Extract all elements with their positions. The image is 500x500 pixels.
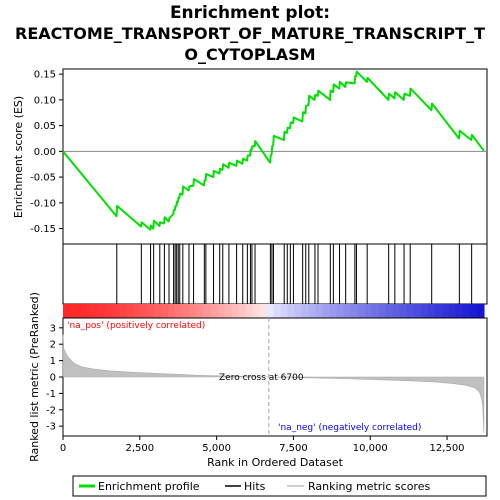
colorbar-segment (147, 304, 155, 318)
colorbar-segment (203, 304, 211, 318)
x-tick-label: 12,500 (430, 443, 465, 454)
colorbar-segment (399, 304, 408, 318)
colorbar-segment (364, 304, 373, 318)
colorbar-segment (189, 304, 197, 318)
colorbar-segment (238, 304, 247, 318)
colorbar-segment (301, 304, 310, 318)
colorbar-segment (378, 304, 387, 318)
colorbar-segment (336, 304, 345, 318)
chart-title-line3: O_CYTOPLASM (184, 45, 315, 64)
colorbar-segment (448, 304, 457, 318)
es-y-tick-label: -0.15 (30, 224, 56, 235)
colorbar-segment (420, 304, 429, 318)
colorbar-segment (259, 304, 268, 318)
x-tick-label: 0 (60, 443, 66, 454)
metric-y-tick-label: 0 (50, 373, 56, 384)
metric-y-tick-label: -1 (46, 389, 56, 400)
colorbar-segment (329, 304, 338, 318)
es-panel-frame (62, 68, 488, 245)
colorbar-segment (196, 304, 204, 318)
x-tick-label: 7,500 (279, 443, 308, 454)
colorbar-segment (77, 304, 85, 318)
x-axis-label: Rank in Ordered Dataset (207, 456, 344, 469)
negative-correlation-label: 'na_neg' (negatively correlated) (278, 423, 421, 433)
colorbar-segment (140, 304, 148, 318)
metric-y-tick-label: 2 (50, 340, 56, 351)
colorbar-segment (224, 304, 232, 318)
colorbar-segment (70, 304, 78, 318)
colorbar-segment (434, 304, 443, 318)
colorbar-segment (252, 304, 261, 318)
colorbar-segment (357, 304, 366, 318)
metric-y-tick-label: 1 (50, 356, 56, 367)
chart-title-line1: Enrichment plot: (170, 3, 330, 23)
colorbar-segment (308, 304, 317, 318)
colorbar-segment (469, 304, 478, 318)
colorbar-segment (126, 304, 134, 318)
es-y-tick-label: -0.05 (30, 173, 56, 184)
colorbar-segment (462, 304, 471, 318)
colorbar-segment (63, 304, 71, 318)
colorbar-segment (112, 304, 120, 318)
colorbar-segment (161, 304, 169, 318)
metric-axis-label: Ranked list metric (PreRanked) (28, 292, 41, 462)
colorbar-segment (371, 304, 380, 318)
zero-cross-label: Zero cross at 6700 (219, 373, 304, 383)
colorbar-segment (266, 304, 275, 318)
es-y-tick-label: 0.15 (34, 70, 56, 81)
colorbar-segment (294, 304, 303, 318)
colorbar-segment (133, 304, 141, 318)
colorbar-segment (105, 304, 113, 318)
positive-correlation-label: 'na_pos' (positively correlated) (67, 321, 205, 331)
colorbar-segment (406, 304, 415, 318)
legend-profile-label: Enrichment profile (98, 480, 200, 493)
colorbar-segment (119, 304, 127, 318)
colorbar-segment (154, 304, 162, 318)
legend-box (72, 475, 487, 497)
colorbar-segment (392, 304, 401, 318)
colorbar-segment (175, 304, 183, 318)
x-tick-label: 10,000 (353, 443, 388, 454)
x-tick-label: 2,500 (125, 443, 154, 454)
colorbar-segment (413, 304, 422, 318)
enrichment-profile-line (62, 70, 485, 231)
colorbar-segment (182, 304, 190, 318)
colorbar-segment (217, 304, 225, 318)
metric-y-tick-label: -2 (46, 405, 56, 416)
hits-panel-frame (62, 243, 488, 305)
colorbar-segment (343, 304, 352, 318)
es-y-tick-label: 0.10 (34, 95, 56, 106)
colorbar-segment (315, 304, 324, 318)
colorbar-segment (245, 304, 254, 318)
metric-y-tick-label: 3 (50, 323, 56, 334)
legend-hits-label: Hits (244, 480, 266, 493)
colorbar-segment (98, 304, 106, 318)
colorbar-segment (168, 304, 176, 318)
colorbar-segment (91, 304, 99, 318)
colorbar-segment (427, 304, 436, 318)
x-tick-label: 5,000 (202, 443, 231, 454)
colorbar-segment (350, 304, 359, 318)
chart-title-line2: REACTOME_TRANSPORT_OF_MATURE_TRANSCRIPT_… (15, 24, 485, 43)
es-y-tick-label: -0.10 (30, 198, 56, 209)
colorbar-segment (322, 304, 331, 318)
ranking-metric-area (62, 334, 485, 433)
colorbar-segment (210, 304, 218, 318)
colorbar-segment (280, 304, 289, 318)
metric-y-tick-label: -3 (46, 422, 56, 433)
es-y-tick-label: 0.05 (34, 121, 56, 132)
es-y-tick-label: 0.00 (34, 147, 56, 158)
es-axis-label: Enrichment score (ES) (12, 96, 25, 218)
colorbar-segment (476, 304, 485, 318)
colorbar-segment (231, 304, 239, 318)
colorbar-segment (84, 304, 92, 318)
colorbar-segment (455, 304, 464, 318)
colorbar-segment (287, 304, 296, 318)
colorbar-segment (273, 304, 282, 318)
colorbar-segment (385, 304, 394, 318)
colorbar-segment (441, 304, 450, 318)
legend-metric-label: Ranking metric scores (308, 480, 430, 493)
